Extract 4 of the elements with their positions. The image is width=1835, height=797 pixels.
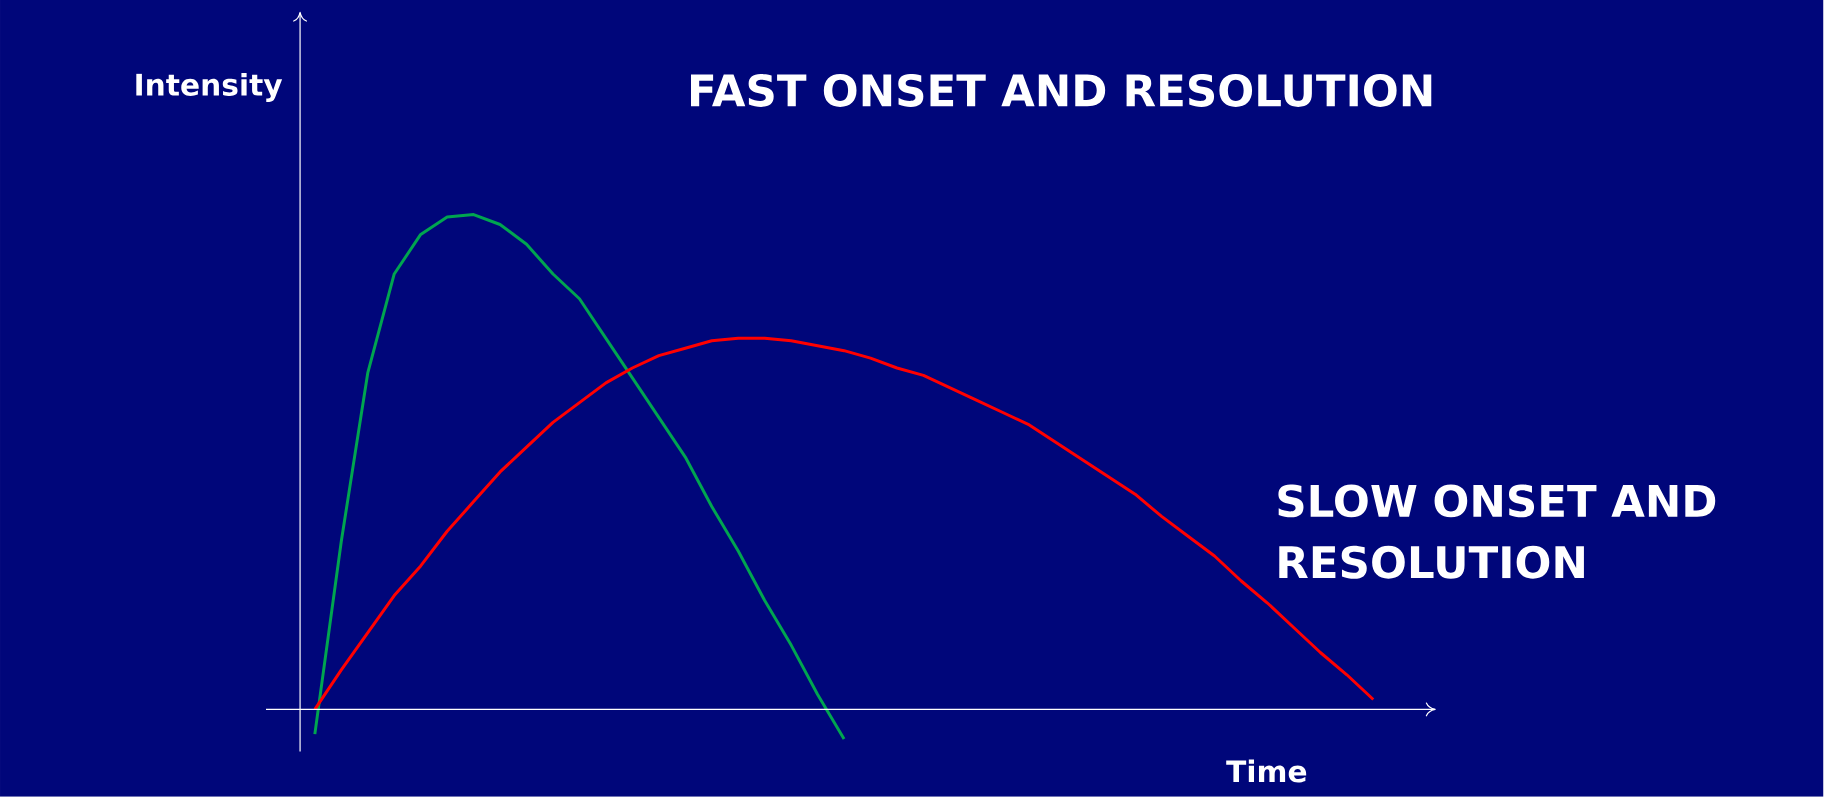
annotation: SLOW ONSET AND RESOLUTION	[1278, 484, 1716, 579]
y-axis-title: Intensity	[136, 73, 283, 102]
x-axis-title: Time	[1226, 759, 1307, 783]
text: FAST ONSET AND RESOLUTION	[691, 74, 1432, 107]
